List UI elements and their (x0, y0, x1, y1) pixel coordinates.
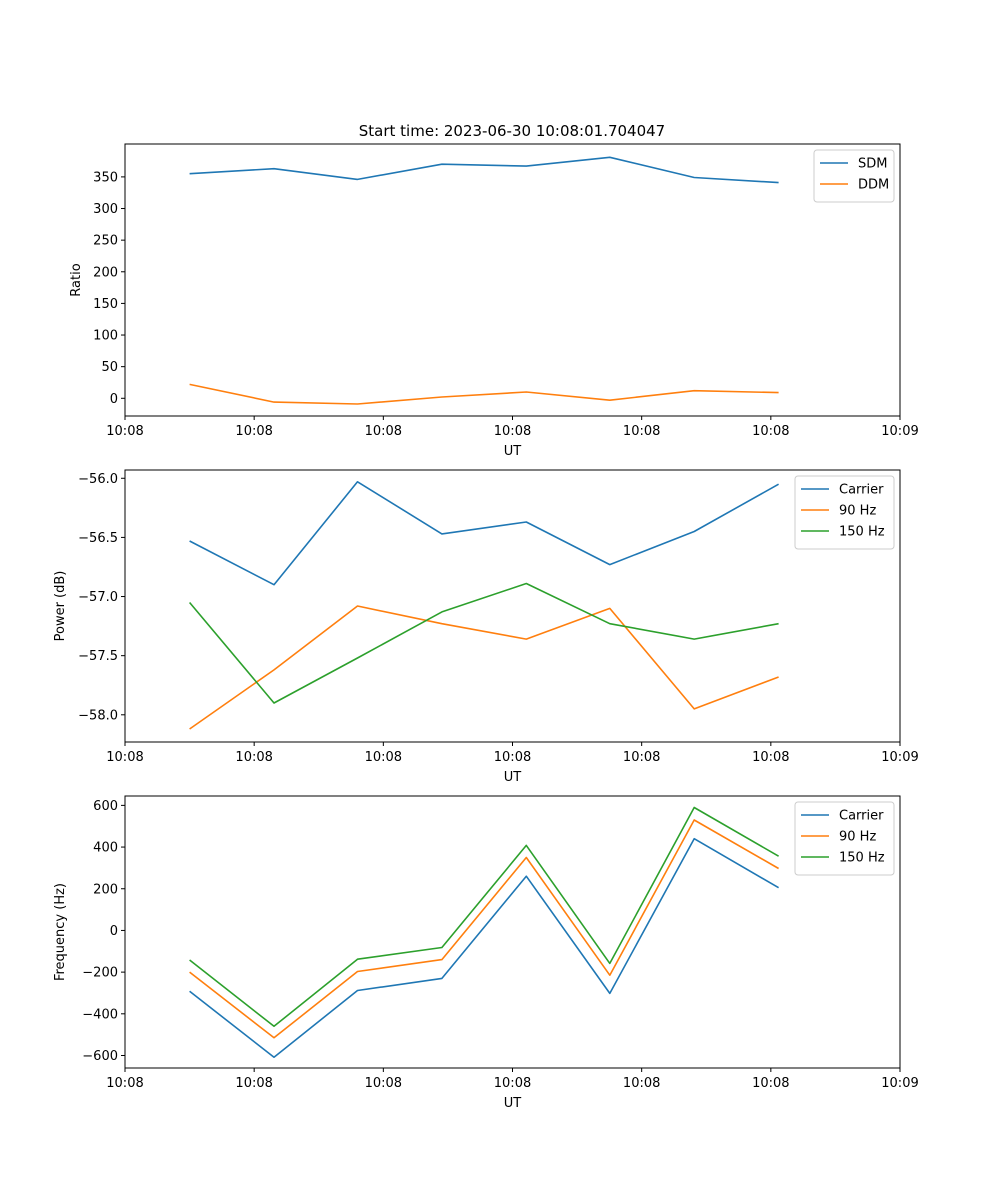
y-axis-label: Power (dB) (53, 571, 68, 642)
x-tick-label: 10:08 (494, 750, 531, 765)
x-tick-label: 10:08 (106, 750, 143, 765)
legend-label: Carrier (839, 809, 884, 824)
y-tick-label: 300 (93, 202, 118, 217)
figure-title: Start time: 2023-06-30 10:08:01.704047 (359, 122, 665, 140)
y-tick-label: 50 (101, 360, 118, 375)
y-tick-label: 250 (93, 234, 118, 249)
y-tick-label: −600 (82, 1049, 118, 1064)
x-tick-label: 10:08 (235, 424, 272, 439)
chart-panel-3: 10:08 10:08 10:08 10:08 10:08 10:08 10:09 −600 −… (53, 795, 919, 1111)
x-tick-label: 10:09 (881, 424, 918, 439)
panels: 10:08 10:08 10:08 10:08 10:08 10:08 10:09 0 50 10… (53, 143, 919, 1111)
x-tick-label: 10:08 (752, 1076, 789, 1091)
y-tick-label: 200 (93, 265, 118, 280)
legend-label: 90 Hz (839, 830, 876, 845)
x-axis-label: UT (504, 1096, 522, 1111)
series-line-carrier (189, 480, 779, 586)
x-tick-label: 10:08 (365, 750, 402, 765)
x-tick-label: 10:08 (235, 750, 272, 765)
legend: Carrier 90 Hz 150 Hz (794, 475, 895, 550)
x-tick-label: 10:09 (881, 1076, 918, 1091)
x-axis-label: UT (504, 770, 522, 785)
y-tick-label: −56.0 (78, 472, 118, 487)
x-tick-label: 10:08 (106, 1076, 143, 1091)
y-tick-label: 100 (93, 329, 118, 344)
x-tick-label: 10:08 (494, 1076, 531, 1091)
x-tick-label: 10:08 (623, 424, 660, 439)
x-tick-label: 10:08 (752, 424, 789, 439)
y-tick-label: −56.5 (78, 531, 118, 546)
y-tick-label: −400 (82, 1007, 118, 1022)
y-tick-label: 0 (110, 392, 118, 407)
legend-label: 150 Hz (839, 525, 885, 540)
y-tick-label: −57.5 (78, 649, 118, 664)
y-tick-label: 600 (93, 799, 118, 814)
y-axis-label: Ratio (69, 263, 84, 296)
series-line-90-hz (189, 605, 779, 730)
legend: Carrier 90 Hz 150 Hz (794, 801, 895, 876)
y-tick-label: 350 (93, 170, 118, 185)
x-tick-label: 10:08 (106, 424, 143, 439)
x-tick-label: 10:08 (752, 750, 789, 765)
series-line-90-hz (189, 819, 779, 1039)
x-tick-label: 10:08 (365, 424, 402, 439)
x-tick-label: 10:08 (623, 750, 660, 765)
y-tick-label: 150 (93, 297, 118, 312)
chart-panel-2: 10:08 10:08 10:08 10:08 10:08 10:08 10:09 −58.0… (53, 469, 919, 785)
legend-label: DDM (858, 178, 889, 193)
x-tick-label: 10:09 (881, 750, 918, 765)
series-line-ddm (189, 383, 779, 405)
series-line-150-hz (188, 582, 779, 704)
y-tick-label: 400 (93, 841, 118, 856)
legend: SDM DDM (813, 149, 895, 203)
y-tick-label: 0 (110, 924, 118, 939)
y-tick-label: −57.0 (78, 590, 118, 605)
legend-label: 150 Hz (839, 851, 885, 866)
y-tick-label: −58.0 (78, 708, 118, 723)
series-line-carrier (189, 837, 780, 1058)
x-tick-label: 10:08 (365, 1076, 402, 1091)
y-tick-label: −200 (82, 966, 118, 981)
series-line-sdm (189, 156, 779, 184)
legend-label: 90 Hz (839, 504, 876, 519)
legend-label: SDM (858, 157, 887, 172)
x-tick-label: 10:08 (623, 1076, 660, 1091)
chart-panel-1: 10:08 10:08 10:08 10:08 10:08 10:08 10:09 0 50 10… (69, 143, 919, 459)
legend-label: Carrier (839, 483, 884, 498)
series-line-150-hz (189, 806, 779, 1028)
x-tick-label: 10:08 (494, 424, 531, 439)
x-axis-label: UT (504, 444, 522, 459)
x-tick-label: 10:08 (235, 1076, 272, 1091)
y-axis-label: Frequency (Hz) (53, 883, 68, 981)
y-tick-label: 200 (93, 882, 118, 897)
